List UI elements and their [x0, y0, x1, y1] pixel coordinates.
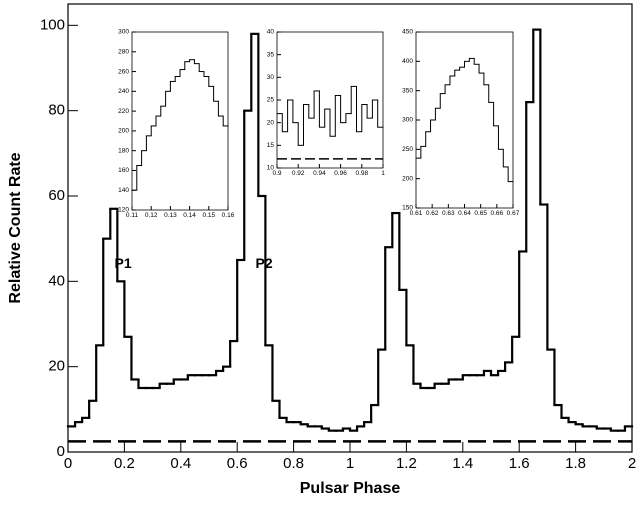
annotation: P2 [256, 255, 273, 271]
x-tick-label: 0.12 [145, 212, 158, 219]
y-tick-label: 280 [118, 48, 129, 55]
y-tick-label: 15 [267, 142, 275, 149]
x-tick-label: 0.8 [283, 455, 304, 472]
y-tick-label: 100 [40, 16, 65, 33]
y-tick-label: 30 [267, 74, 275, 81]
x-tick-label: 0.67 [507, 210, 520, 217]
x-tick-label: 1 [346, 455, 354, 472]
x-tick-label: 0.6 [227, 455, 248, 472]
x-tick-label: 1.4 [452, 455, 473, 472]
y-tick-label: 35 [267, 51, 275, 58]
x-tick-label: 0.16 [222, 212, 235, 219]
y-tick-label: 300 [402, 117, 413, 124]
x-tick-label: 0 [64, 455, 72, 472]
x-tick-label: 0.11 [126, 212, 139, 219]
x-tick-label: 2 [628, 455, 636, 472]
y-tick-label: 200 [402, 175, 413, 182]
y-tick-label: 10 [267, 165, 275, 172]
y-tick-label: 60 [48, 187, 65, 204]
x-tick-label: 0.92 [292, 170, 305, 177]
x-tick-label: 0.96 [334, 170, 347, 177]
annotation: P1 [115, 255, 132, 271]
y-tick-label: 20 [48, 358, 65, 375]
y-axis-label: Relative Count Rate [7, 152, 24, 303]
y-tick-label: 450 [402, 29, 413, 36]
x-tick-label: 0.62 [426, 210, 439, 217]
x-tick-label: 0.65 [474, 210, 487, 217]
y-tick-label: 150 [402, 205, 413, 212]
y-tick-label: 260 [118, 68, 129, 75]
plot-frame [131, 31, 229, 211]
y-tick-label: 240 [118, 88, 129, 95]
x-tick-label: 0.14 [183, 212, 196, 219]
x-tick-label: 0.13 [164, 212, 177, 219]
y-tick-label: 25 [267, 97, 275, 104]
x-axis-label: Pulsar Phase [300, 480, 401, 497]
x-tick-label: 1.8 [565, 455, 586, 472]
y-tick-label: 80 [48, 102, 65, 119]
x-tick-label: 0.4 [170, 455, 191, 472]
x-tick-label: 0.15 [202, 212, 215, 219]
y-tick-label: 220 [118, 108, 129, 115]
y-tick-label: 180 [118, 147, 129, 154]
y-tick-label: 400 [402, 58, 413, 65]
y-tick-label: 300 [118, 29, 129, 36]
y-tick-label: 250 [402, 146, 413, 153]
y-tick-label: 0 [57, 443, 65, 460]
x-tick-label: 1.6 [509, 455, 530, 472]
x-tick-label: 0.66 [491, 210, 504, 217]
y-tick-label: 160 [118, 167, 129, 174]
x-tick-label: 0.2 [114, 455, 135, 472]
x-tick-label: 0.9 [272, 170, 281, 177]
y-tick-label: 120 [118, 207, 129, 214]
x-tick-label: 1.2 [396, 455, 417, 472]
plot-frame [276, 31, 384, 169]
y-tick-label: 40 [267, 29, 275, 36]
x-tick-label: 0.61 [410, 210, 423, 217]
x-tick-label: 0.64 [458, 210, 471, 217]
y-tick-label: 140 [118, 187, 129, 194]
y-tick-label: 40 [48, 272, 65, 289]
y-tick-label: 200 [118, 128, 129, 135]
x-tick-label: 0.94 [313, 170, 326, 177]
x-tick-label: 0.98 [355, 170, 368, 177]
y-tick-label: 350 [402, 87, 413, 94]
x-tick-label: 1 [381, 170, 385, 177]
x-tick-label: 0.63 [442, 210, 455, 217]
y-tick-label: 20 [267, 119, 275, 126]
